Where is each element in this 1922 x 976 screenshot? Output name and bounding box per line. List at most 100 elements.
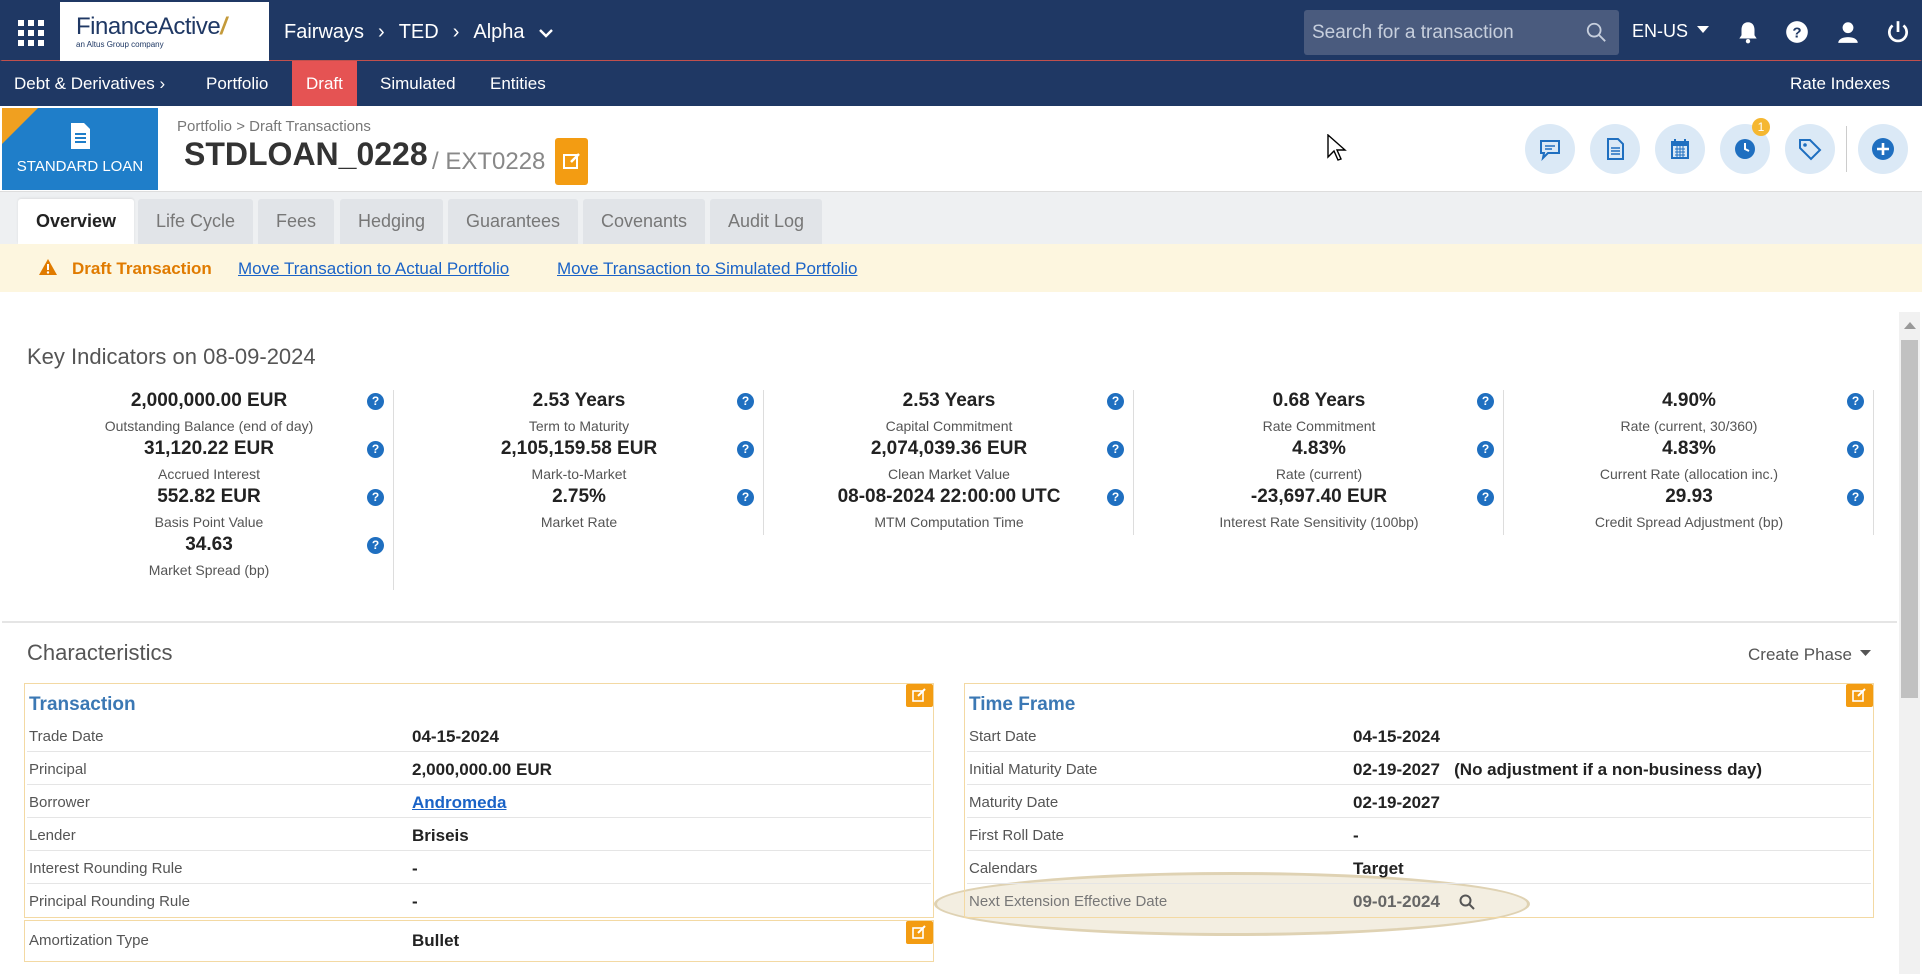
help-icon[interactable]: ? [367, 441, 384, 458]
nav-entities[interactable]: Entities [490, 74, 546, 93]
help-icon[interactable]: ? [737, 489, 754, 506]
help-icon[interactable]: ? [1847, 393, 1864, 410]
entity-breadcrumb: Fairways › TED › Alpha [284, 21, 553, 44]
row-key: Trade Date [29, 728, 104, 745]
key-indicators-title: Key Indicators on 08-09-2024 [27, 344, 316, 369]
language-selector[interactable]: EN-US [1632, 21, 1710, 42]
ki-clean-market-value: 2,074,039.36 EUR Clean Market Value [764, 438, 1134, 486]
power-icon[interactable] [1885, 19, 1911, 45]
history-count-badge: 1 [1752, 118, 1770, 136]
nav-rate-indexes[interactable]: Rate Indexes [1790, 74, 1891, 93]
search-input[interactable] [1304, 10, 1574, 55]
brand-logo[interactable]: FinanceActive/ an Altus Group company [60, 2, 269, 61]
help-icon[interactable]: ? [737, 441, 754, 458]
transaction-panel: Transaction Trade Date 04-15-2024 Princip… [24, 683, 934, 918]
search-icon[interactable] [1459, 894, 1475, 910]
help-icon[interactable]: ? [1477, 393, 1494, 410]
help-icon[interactable]: ? [1107, 393, 1124, 410]
row-key: Start Date [969, 728, 1037, 745]
scroll-thumb[interactable] [1901, 340, 1918, 698]
nav-portfolio[interactable]: Portfolio [206, 74, 269, 93]
header-breadcrumb[interactable]: Portfolio > Draft Transactions [177, 118, 371, 135]
chevron-down-icon[interactable] [538, 28, 553, 38]
characteristics-title: Characteristics [27, 640, 173, 665]
move-to-simulated-link[interactable]: Move Transaction to Simulated Portfolio [557, 259, 858, 278]
crumb-ted[interactable]: TED [398, 21, 439, 43]
edit-icon [912, 925, 926, 939]
draft-banner-title: Draft Transaction [72, 259, 212, 278]
row-maturity-date: Maturity Date 02-19-2027 [967, 785, 1871, 818]
help-icon[interactable]: ? [367, 537, 384, 554]
time-frame-panel: Time Frame Start Date 04-15-2024 Initial … [964, 683, 1874, 918]
comments-button[interactable] [1525, 124, 1575, 174]
history-button[interactable]: 1 [1720, 118, 1770, 174]
ki-value: -23,697.40 EUR [1250, 486, 1388, 507]
documents-button[interactable] [1590, 124, 1640, 174]
tab-guarantees[interactable]: Guarantees [448, 199, 579, 244]
calendar-button[interactable] [1655, 124, 1705, 174]
tab-hedging[interactable]: Hedging [340, 199, 444, 244]
row-amortization-type: Amortization Type Bullet [27, 923, 931, 956]
ki-rate-30-360: 4.90% Rate (current, 30/360) [1504, 390, 1874, 438]
edit-amortization-button[interactable] [906, 921, 933, 944]
ki-current-rate-allocation: 4.83% Current Rate (allocation inc.) [1504, 438, 1874, 486]
bell-icon[interactable] [1735, 19, 1761, 45]
help-icon[interactable]: ? [1107, 441, 1124, 458]
ki-column-4: 0.68 Years Rate Commitment 4.83% Rate (cur… [1134, 390, 1504, 535]
help-icon[interactable]: ? [1107, 489, 1124, 506]
scroll-up-arrow-icon[interactable] [1904, 322, 1916, 329]
crumb-fairways[interactable]: Fairways [284, 21, 365, 43]
ki-column-5: 4.90% Rate (current, 30/360) 4.83% Current… [1504, 390, 1874, 535]
crumb-alpha[interactable]: Alpha [473, 21, 525, 43]
document-icon [71, 123, 90, 149]
tab-covenants[interactable]: Covenants [583, 199, 706, 244]
help-icon[interactable]: ? [1847, 489, 1864, 506]
row-key: Next Extension Effective Date [969, 893, 1168, 910]
apps-grid-icon[interactable] [18, 20, 44, 46]
help-icon[interactable]: ? [1784, 19, 1810, 45]
plus-circle-icon [1872, 138, 1894, 160]
ki-market-rate: 2.75% Market Rate [394, 486, 764, 534]
transaction-type-label: STANDARD LOAN [16, 158, 144, 175]
ki-label: Mark-to-Market [531, 466, 627, 482]
row-value: 09-01-2024 [1353, 892, 1440, 911]
user-icon[interactable] [1835, 19, 1861, 45]
nav-debt-derivatives[interactable]: Debt & Derivatives › [0, 61, 179, 106]
tab-overview[interactable]: Overview [18, 199, 135, 244]
edit-title-button[interactable] [555, 138, 588, 185]
tags-button[interactable] [1785, 124, 1835, 174]
row-key: Amortization Type [29, 932, 149, 949]
chevron-right-icon: › [378, 21, 385, 43]
svg-text:?: ? [1792, 24, 1801, 41]
help-icon[interactable]: ? [1477, 489, 1494, 506]
row-calendars: Calendars Target [967, 851, 1871, 884]
edit-time-frame-button[interactable] [1846, 684, 1873, 707]
ki-value: 31,120.22 EUR [144, 438, 274, 459]
help-icon[interactable]: ? [1847, 441, 1864, 458]
content-scrollbar[interactable] [1899, 312, 1920, 974]
chevron-right-icon: › [154, 74, 166, 93]
create-phase-dropdown[interactable]: Create Phase [1748, 645, 1871, 665]
amortization-panel: Amortization Type Bullet [24, 920, 934, 962]
borrower-link[interactable]: Andromeda [412, 793, 507, 812]
ki-label: Term to Maturity [528, 418, 630, 434]
transaction-tabs: Overview Life Cycle Fees Hedging Guarant… [0, 192, 1922, 244]
move-to-actual-link[interactable]: Move Transaction to Actual Portfolio [238, 259, 510, 278]
tab-audit-log[interactable]: Audit Log [710, 199, 823, 244]
help-icon[interactable]: ? [737, 393, 754, 410]
nav-simulated[interactable]: Simulated [380, 74, 456, 93]
search-icon[interactable] [1585, 21, 1607, 43]
tab-life-cycle[interactable]: Life Cycle [138, 199, 254, 244]
tab-fees[interactable]: Fees [258, 199, 335, 244]
help-icon[interactable]: ? [367, 489, 384, 506]
add-button[interactable] [1858, 124, 1908, 174]
ki-label: Capital Commitment [885, 418, 1013, 434]
nav-draft[interactable]: Draft [292, 61, 357, 106]
row-interest-rounding: Interest Rounding Rule - [27, 851, 931, 884]
edit-transaction-button[interactable] [906, 684, 933, 707]
help-icon[interactable]: ? [1477, 441, 1494, 458]
row-principal-rounding: Principal Rounding Rule - [27, 884, 931, 917]
ki-value: 08-08-2024 22:00:00 UTC [837, 486, 1061, 507]
help-icon[interactable]: ? [367, 393, 384, 410]
transaction-type-badge: STANDARD LOAN [2, 108, 158, 190]
